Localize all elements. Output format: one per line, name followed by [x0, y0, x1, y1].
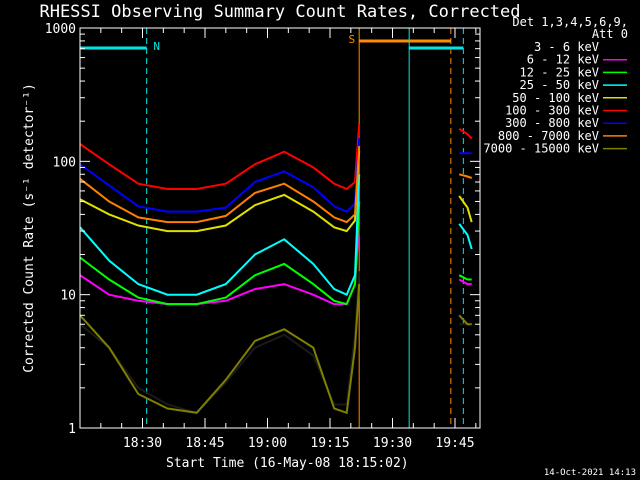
legend-label: 25 - 50 keV: [520, 78, 599, 92]
legend-label: 6 - 12 keV: [527, 53, 599, 67]
y-tick-label: 1000: [45, 22, 76, 37]
series-line: [458, 314, 472, 326]
legend-header-line-1: Det 1,3,4,5,6,9,: [512, 15, 628, 29]
x-axis: 18:30 18:45 19:00 19:15 19:30 19:45: [79, 28, 477, 451]
y-tick-label: 10: [60, 289, 76, 304]
interval-label: N: [153, 40, 160, 53]
x-tick-label: 18:45: [185, 436, 224, 451]
x-tick-label: 19:15: [310, 436, 349, 451]
footer-timestamp: 14-Oct-2021 14:13: [544, 468, 636, 478]
legend-label: 7000 - 15000 keV: [483, 142, 599, 156]
series-line: [79, 284, 361, 415]
interval-label: S: [349, 33, 356, 46]
legend-label: 3 - 6 keV: [534, 40, 599, 54]
x-axis-title: Start Time (16-May-08 18:15:02): [166, 456, 409, 471]
series-line: [458, 278, 472, 286]
y-tick-label: 1: [68, 422, 76, 437]
x-tick-label: 19:45: [435, 436, 474, 451]
legend-label: 300 - 800 keV: [505, 116, 599, 130]
series-line: [79, 124, 361, 191]
y-axis: 1 10 100 1000: [45, 22, 480, 437]
y-tick-label: 100: [53, 155, 76, 170]
series-line: [79, 174, 361, 297]
series-line: [458, 128, 473, 140]
x-tick-label: 19:30: [373, 436, 412, 451]
legend-label: 800 - 7000 keV: [498, 129, 599, 143]
series-line: [458, 173, 473, 179]
series-line: [79, 222, 361, 306]
y-axis-title: Corrected Count Rate (s⁻¹ detector⁻¹): [22, 83, 37, 373]
plot-frame: [79, 27, 481, 429]
series-line: [79, 146, 361, 224]
legend-label: 50 - 100 keV: [512, 91, 599, 105]
series-line: [79, 137, 361, 213]
x-tick-label: 19:00: [248, 436, 287, 451]
series-line: [458, 195, 473, 223]
series-line: [79, 201, 361, 306]
chart-title: RHESSI Observing Summary Count Rates, Co…: [39, 2, 520, 22]
interval-markers: NS: [79, 28, 464, 428]
legend-label: 100 - 300 keV: [505, 104, 599, 118]
legend-header-line-2: Att 0: [592, 27, 628, 41]
series-group: [79, 124, 473, 415]
series-line: [458, 223, 473, 250]
series-line: [79, 271, 361, 414]
series-line: [79, 150, 361, 233]
series-line: [458, 274, 472, 281]
x-tick-label: 18:30: [123, 436, 162, 451]
legend-label: 12 - 25 keV: [520, 65, 599, 79]
